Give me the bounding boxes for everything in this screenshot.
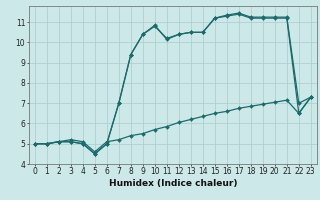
X-axis label: Humidex (Indice chaleur): Humidex (Indice chaleur)	[108, 179, 237, 188]
